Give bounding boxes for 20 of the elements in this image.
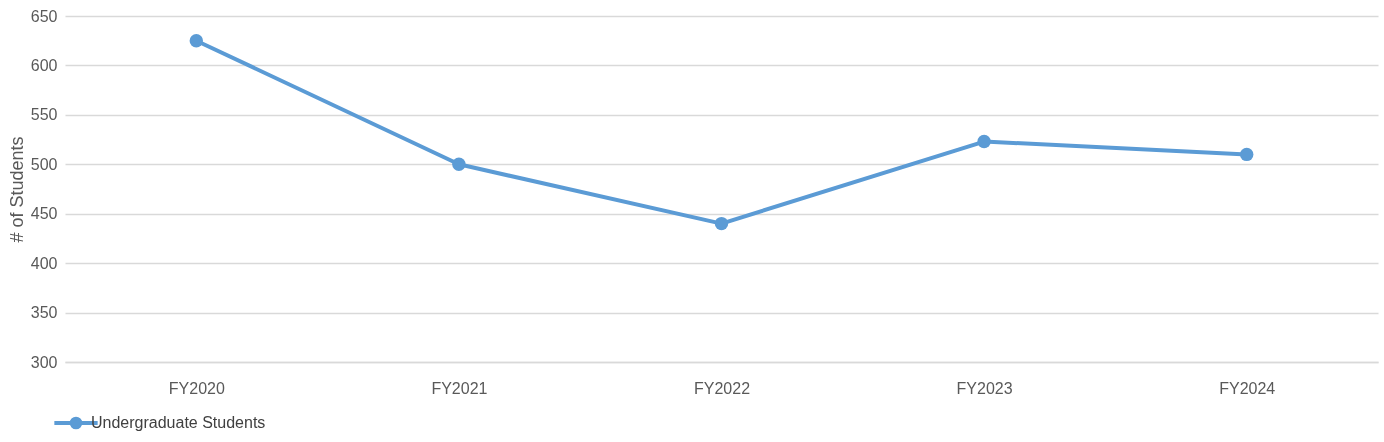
point [452,157,466,171]
x-tick-label: FY2023 [956,379,1013,397]
x-tick-label: FY2020 [168,379,225,397]
y-tick-label: 500 [30,155,58,173]
x-tick-label: FY2021 [431,379,488,397]
point [977,134,991,149]
y-axis-title: # of Students [6,136,27,243]
point [714,216,729,231]
y-tick-label: 300 [30,353,58,371]
y-tick-label: 650 [30,7,58,25]
point [189,34,204,48]
legend-label: Undergraduate Students [91,414,266,431]
y-tick-label: 600 [30,56,58,74]
point [1239,147,1254,162]
x-tick-label: FY2024 [1219,379,1276,397]
y-tick-label: 550 [30,106,58,124]
x-tick-label: FY2022 [693,379,751,397]
y-tick-label: 400 [30,254,58,272]
y-tick-label: 450 [30,205,58,223]
y-tick-label: 350 [30,304,58,322]
